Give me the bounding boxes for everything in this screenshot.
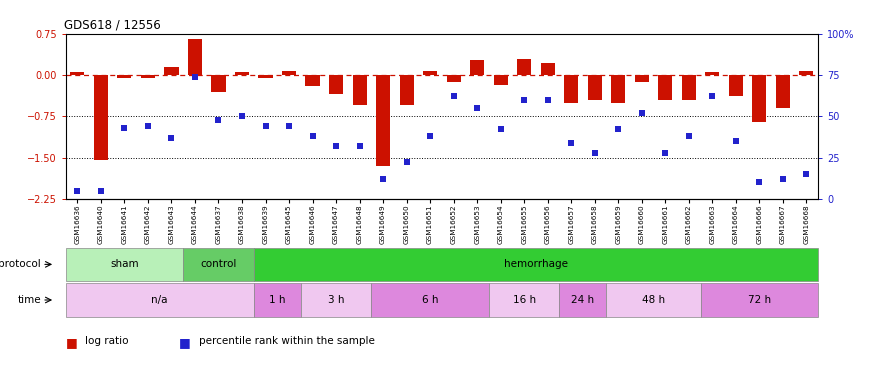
Bar [800, 71, 814, 75]
Bar [282, 71, 296, 75]
Bar [141, 75, 155, 78]
Bar [729, 75, 743, 96]
Point [141, 123, 155, 129]
Bar [212, 75, 226, 92]
Point [282, 123, 296, 129]
Point [612, 126, 626, 132]
Point [682, 133, 696, 139]
Bar [489, 283, 559, 317]
Point [776, 176, 790, 182]
Bar [234, 72, 249, 75]
Point [800, 171, 814, 177]
Point [353, 143, 367, 149]
Point [470, 105, 484, 111]
Bar [611, 75, 626, 102]
Bar [493, 75, 507, 85]
Bar [117, 75, 131, 78]
Bar [329, 75, 343, 94]
Point [94, 188, 108, 194]
Bar [164, 67, 178, 75]
Point [212, 117, 226, 123]
Bar [424, 71, 438, 75]
Bar [70, 72, 85, 75]
Point [634, 110, 648, 116]
Point [752, 179, 766, 185]
Bar [254, 283, 301, 317]
Point [305, 133, 319, 139]
Bar [188, 39, 202, 75]
Bar [517, 58, 531, 75]
Bar [634, 75, 649, 82]
Point [658, 150, 672, 156]
Bar [705, 72, 719, 75]
Text: protocol: protocol [0, 260, 41, 269]
Text: 72 h: 72 h [748, 295, 771, 305]
Point [446, 93, 460, 99]
Bar [66, 283, 254, 317]
Text: 6 h: 6 h [422, 295, 438, 305]
Text: GDS618 / 12556: GDS618 / 12556 [64, 18, 161, 31]
Bar [305, 75, 319, 86]
Bar [301, 283, 371, 317]
Bar [94, 75, 108, 160]
Text: hemorrhage: hemorrhage [504, 260, 568, 269]
Point [70, 188, 84, 194]
Point [235, 113, 249, 119]
Point [117, 125, 131, 131]
Bar [183, 248, 254, 281]
Point [564, 140, 578, 146]
Bar [541, 63, 555, 75]
Text: 16 h: 16 h [513, 295, 536, 305]
Bar [470, 60, 484, 75]
Point [376, 176, 390, 182]
Bar [776, 75, 790, 108]
Point [329, 143, 343, 149]
Point [493, 126, 507, 132]
Bar [258, 75, 273, 78]
Bar [559, 283, 606, 317]
Point [541, 97, 555, 103]
Text: control: control [200, 260, 236, 269]
Bar [588, 75, 602, 100]
Bar [606, 283, 701, 317]
Point [424, 133, 438, 139]
Text: sham: sham [110, 260, 139, 269]
Text: 24 h: 24 h [571, 295, 594, 305]
Text: time: time [18, 295, 41, 305]
Text: ■: ■ [179, 336, 191, 349]
Bar [353, 75, 367, 105]
Bar [376, 75, 390, 166]
Bar [66, 248, 183, 281]
Text: percentile rank within the sample: percentile rank within the sample [199, 336, 374, 346]
Bar [682, 75, 696, 100]
Point [729, 138, 743, 144]
Bar [371, 283, 489, 317]
Text: log ratio: log ratio [85, 336, 129, 346]
Bar [254, 248, 818, 281]
Text: n/a: n/a [151, 295, 168, 305]
Text: ■: ■ [66, 336, 77, 349]
Bar [564, 75, 578, 102]
Bar [446, 75, 461, 82]
Point [258, 123, 272, 129]
Bar [701, 283, 818, 317]
Point [705, 93, 719, 99]
Point [588, 150, 602, 156]
Text: 3 h: 3 h [328, 295, 344, 305]
Point [400, 159, 414, 165]
Point [188, 74, 202, 80]
Bar [752, 75, 766, 122]
Text: 1 h: 1 h [269, 295, 285, 305]
Point [517, 97, 531, 103]
Bar [658, 75, 672, 100]
Bar [400, 75, 414, 105]
Point [164, 135, 178, 141]
Text: 48 h: 48 h [642, 295, 665, 305]
